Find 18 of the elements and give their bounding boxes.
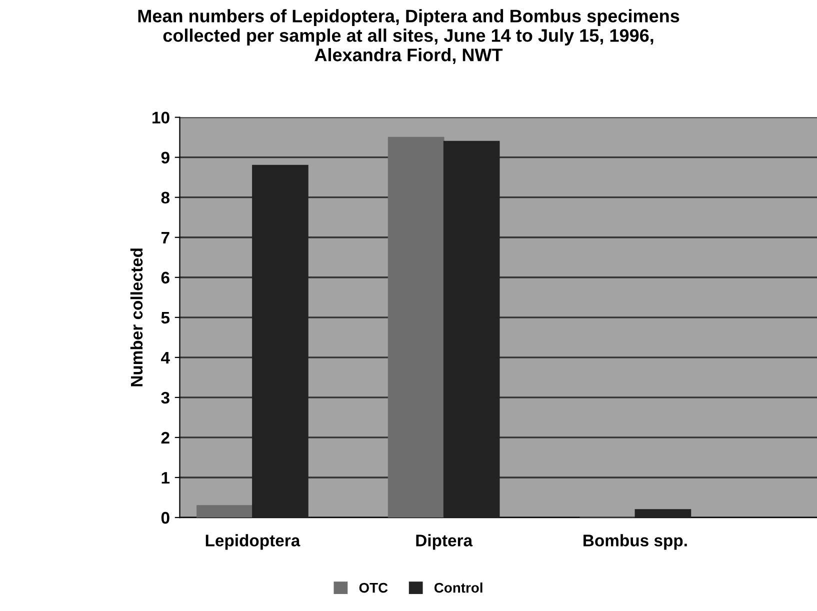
y-tick-label: 9 [161, 152, 170, 164]
y-tick-label: 0 [161, 512, 170, 524]
x-tick-label: Lepidoptera [206, 534, 300, 550]
y-tick-label: 1 [162, 472, 170, 484]
y-tick-label: 5 [161, 312, 170, 324]
y-tick-label: 4 [161, 352, 170, 364]
y-tick-label: 3 [161, 392, 170, 404]
y-axis-title: Number collected [130, 248, 143, 386]
legend-label: OTC [359, 582, 388, 593]
chart-title: Mean numbers of Lepidoptera, Diptera and Bombus specimens collected per sample at all sites, June 14 to July 15, 1996, Alexandra Fiord, NWT [138, 9, 680, 64]
x-tick-label: Diptera [416, 534, 473, 550]
y-tick-label: 10 [152, 112, 170, 124]
y-tick-label: 6 [161, 272, 170, 284]
x-tick-label: Bombus spp. [584, 534, 687, 550]
y-tick-label: 7 [161, 232, 170, 244]
legend-label: Control [434, 582, 482, 593]
y-tick-label: 8 [161, 192, 170, 204]
y-tick-label: 2 [161, 432, 170, 444]
